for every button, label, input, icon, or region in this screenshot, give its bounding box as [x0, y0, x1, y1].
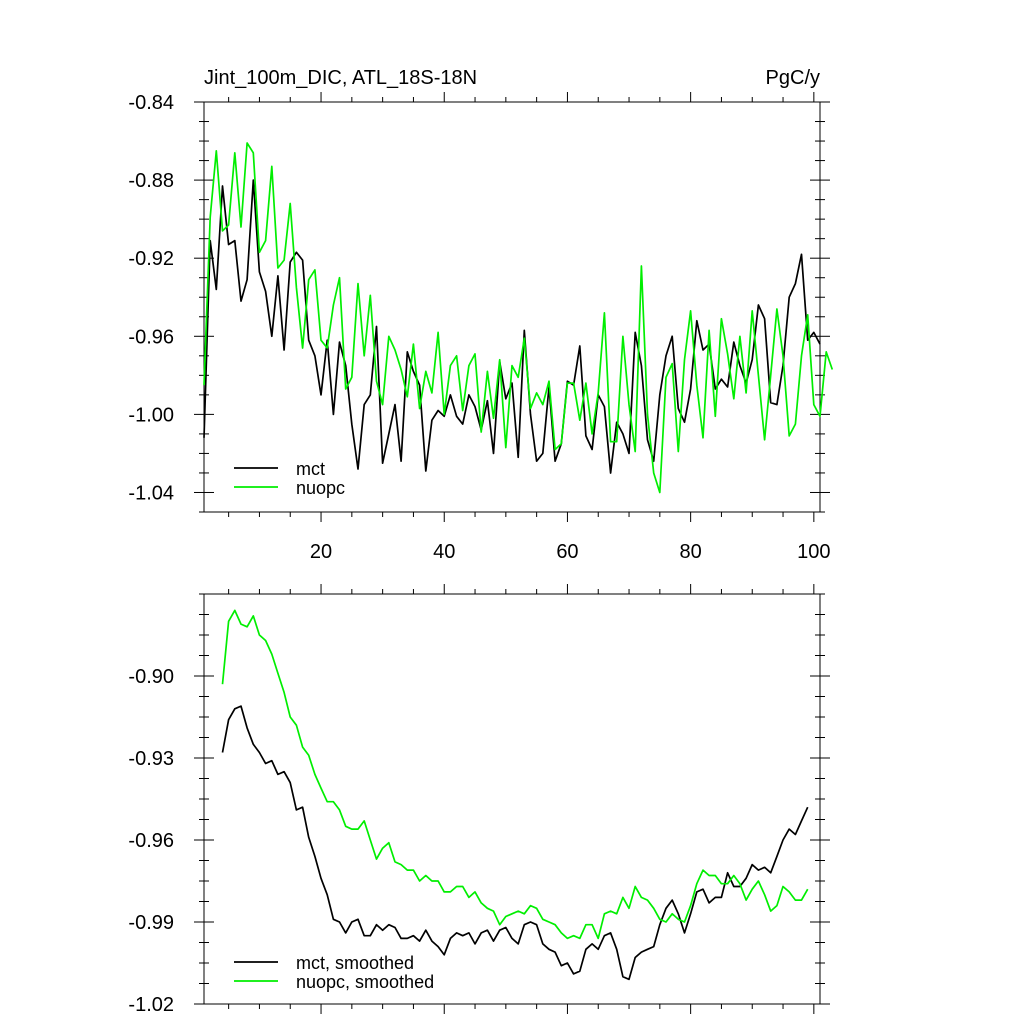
plot-frame	[203, 101, 821, 513]
top-panel-raw: 20 40 60 80 100 -0.84 -0.88 -0.92 -0.96 -1.00 -1.0…	[128, 92, 834, 563]
legend-label: mct	[296, 459, 325, 479]
bottom-panel-smoothed: -0.90 -0.93 -0.96 -0.99 -1.02 mct, smoothednu…	[128, 584, 830, 1016]
units-label: PgC/y	[766, 67, 820, 89]
y-tick-label: -1.04	[128, 482, 174, 504]
series-line-nuopc	[221, 609, 809, 940]
chart-title: Jint_100m_DIC, ATL_18S-18N	[204, 67, 477, 89]
series-line-mct	[203, 179, 821, 474]
x-tick-label: 20	[310, 541, 332, 563]
series-line-mct	[221, 705, 809, 981]
legend-label: nuopc	[296, 478, 345, 498]
y-tick-label: -0.96	[128, 830, 174, 852]
y-tick-label: -0.92	[128, 248, 174, 270]
plot-frame	[203, 593, 821, 1005]
x-tick-label: 100	[797, 541, 830, 563]
x-tick-label: 60	[556, 541, 578, 563]
series-line-nuopc	[203, 142, 834, 494]
x-tick-label: 40	[433, 541, 455, 563]
y-tick-label: -0.93	[128, 748, 174, 770]
y-tick-label: -0.84	[128, 92, 174, 114]
y-tick-label: -1.00	[128, 404, 174, 426]
legend-label: nuopc, smoothed	[296, 972, 434, 992]
x-tick-label: 80	[680, 541, 702, 563]
y-tick-label: -1.02	[128, 994, 174, 1016]
y-tick-label: -0.88	[128, 170, 174, 192]
y-tick-label: -0.90	[128, 666, 174, 688]
y-tick-label: -0.96	[128, 326, 174, 348]
legend-label: mct, smoothed	[296, 953, 414, 973]
y-tick-label: -0.99	[128, 912, 174, 934]
